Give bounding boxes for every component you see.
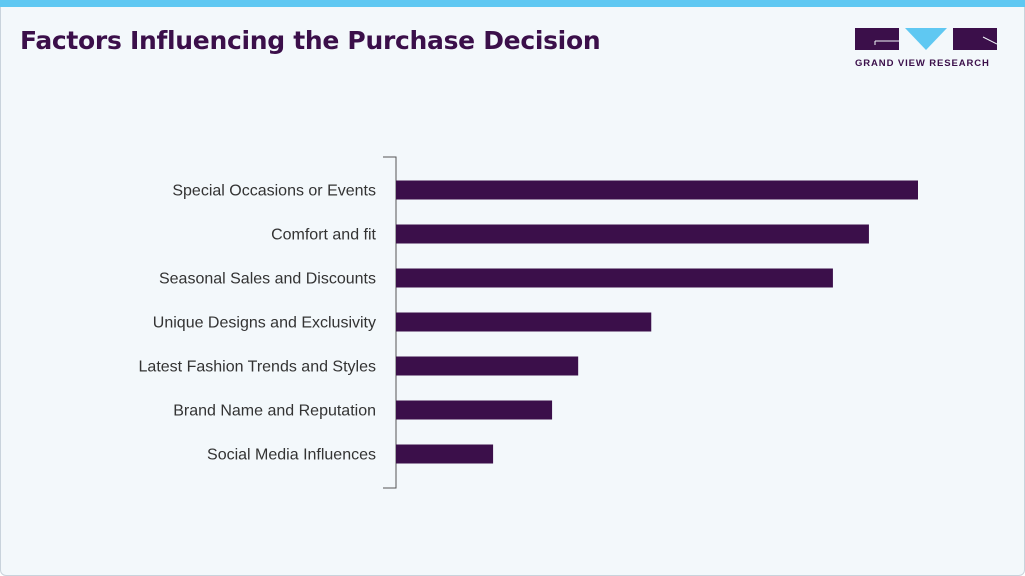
grand-view-research-logo — [855, 28, 997, 50]
category-label: Comfort and fit — [271, 227, 376, 244]
bar — [396, 356, 579, 376]
bar — [396, 400, 553, 420]
bar — [396, 444, 494, 464]
category-label: Special Occasions or Events — [172, 183, 376, 200]
logo-text: GRAND VIEW RESEARCH — [855, 58, 990, 69]
accent-bar — [0, 0, 1025, 7]
page-title: Factors Influencing the Purchase Decisio… — [20, 26, 601, 55]
category-label: Social Media Influences — [207, 447, 376, 464]
bar — [396, 312, 652, 332]
bar — [396, 180, 918, 200]
category-label: Seasonal Sales and Discounts — [159, 271, 376, 288]
category-label: Brand Name and Reputation — [173, 403, 376, 420]
bar — [396, 268, 833, 288]
category-label: Unique Designs and Exclusivity — [153, 315, 376, 332]
category-label: Latest Fashion Trends and Styles — [139, 359, 376, 376]
bar — [396, 224, 869, 244]
y-axis-bracket — [383, 156, 397, 489]
